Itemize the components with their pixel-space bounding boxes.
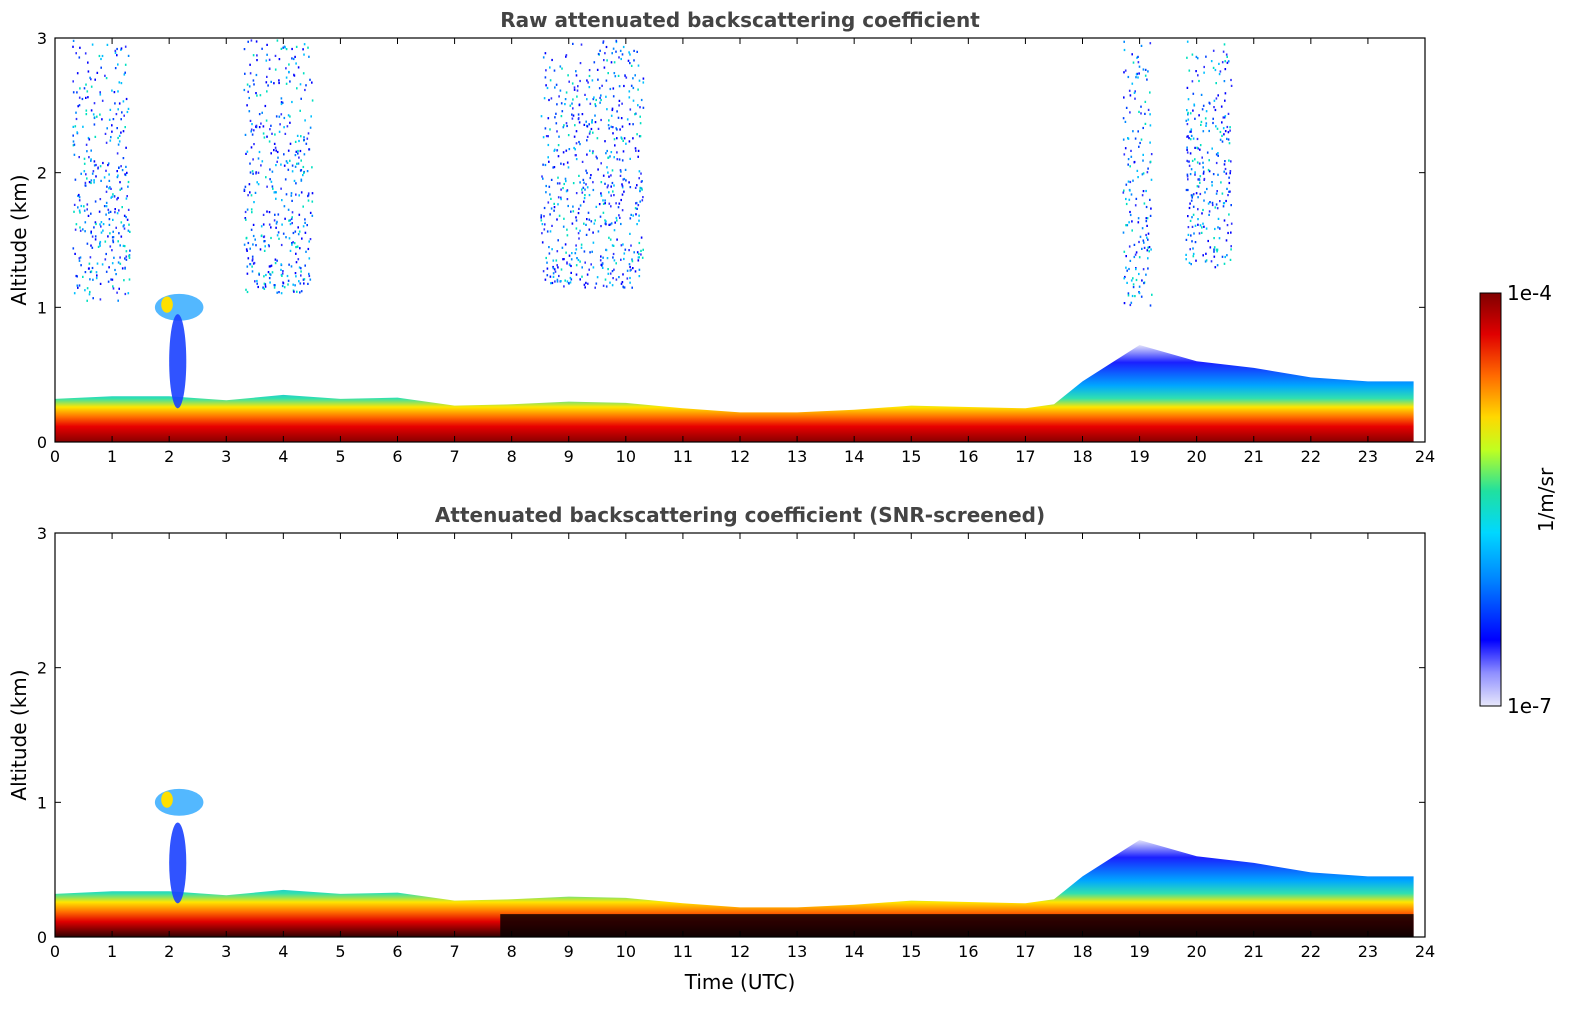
screened-dark-region [500, 914, 1414, 937]
x-tick-label: 20 [1186, 942, 1206, 961]
x-tick-label: 7 [449, 942, 459, 961]
x-tick-label: 15 [901, 942, 921, 961]
x-tick-label: 19 [1129, 942, 1149, 961]
x-tick-label: 19 [1129, 447, 1149, 466]
x-tick-label: 13 [787, 942, 807, 961]
x-tick-label: 2 [164, 942, 174, 961]
x-tick-label: 4 [278, 447, 288, 466]
y-tick-label: 0 [37, 928, 47, 947]
x-tick-label: 8 [507, 447, 517, 466]
x-tick-label: 21 [1244, 942, 1264, 961]
y-axis-ticks: 0 1 2 3 [37, 524, 1425, 947]
boundary-layer-mark [55, 840, 1414, 937]
x-tick-label: 17 [1015, 447, 1035, 466]
x-tick-label: 7 [449, 447, 459, 466]
noise-column-mark [540, 39, 645, 289]
y-tick-label: 1 [37, 298, 47, 317]
x-axis-label: Time (UTC) [684, 970, 796, 994]
x-tick-label: 11 [673, 447, 693, 466]
x-tick-label: 12 [730, 447, 750, 466]
x-tick-label: 24 [1415, 447, 1435, 466]
plot-area [55, 39, 1414, 442]
y-tick-label: 3 [37, 29, 47, 48]
x-tick-label: 16 [958, 447, 978, 466]
x-tick-label: 23 [1358, 447, 1378, 466]
x-tick-label: 0 [50, 447, 60, 466]
x-tick-label: 5 [335, 942, 345, 961]
y-tick-label: 2 [37, 164, 47, 183]
noise-column-mark [1122, 40, 1153, 307]
cloud-core-mark [161, 791, 173, 808]
x-tick-label: 8 [507, 942, 517, 961]
x-tick-label: 9 [564, 942, 574, 961]
cloud-feature-mark [169, 314, 187, 409]
x-tick-label: 21 [1244, 447, 1264, 466]
screened-backscatter-panel: Attenuated backscattering coefficient (S… [7, 503, 1435, 994]
colorbar-unit-label: 1/m/sr [1534, 467, 1558, 532]
noise-column-mark [1185, 40, 1233, 269]
x-tick-label: 22 [1301, 942, 1321, 961]
x-tick-label: 15 [901, 447, 921, 466]
y-axis-ticks: 0 1 2 3 [37, 29, 1425, 452]
x-tick-label: 14 [844, 942, 864, 961]
x-tick-label: 22 [1301, 447, 1321, 466]
colorbar-min-label: 1e-7 [1507, 694, 1552, 718]
x-tick-label: 2 [164, 447, 174, 466]
x-tick-label: 17 [1015, 942, 1035, 961]
x-tick-label: 3 [221, 447, 231, 466]
panel-title: Attenuated backscattering coefficient (S… [435, 503, 1045, 527]
y-tick-label: 2 [37, 659, 47, 678]
x-axis-ticks: 0 1 2 3 4 5 6 7 8 9 10 11 12 13 14 15 16 17 18 19 20 21 22 23 24 [50, 38, 1435, 466]
y-tick-label: 0 [37, 433, 47, 452]
cloud-core-mark [161, 296, 173, 313]
y-tick-label: 1 [37, 793, 47, 812]
x-tick-label: 11 [673, 942, 693, 961]
noise-column-mark [243, 39, 314, 295]
x-tick-label: 16 [958, 942, 978, 961]
x-tick-label: 1 [107, 447, 117, 466]
cloud-feature-mark [169, 822, 187, 904]
x-tick-label: 3 [221, 942, 231, 961]
x-tick-label: 10 [616, 447, 636, 466]
x-tick-label: 23 [1358, 942, 1378, 961]
x-tick-label: 4 [278, 942, 288, 961]
x-tick-label: 6 [392, 447, 402, 466]
x-tick-label: 13 [787, 447, 807, 466]
x-tick-label: 14 [844, 447, 864, 466]
x-tick-label: 9 [564, 447, 574, 466]
x-tick-label: 12 [730, 942, 750, 961]
x-axis-ticks: 0 1 2 3 4 5 6 7 8 9 10 11 12 13 14 15 16 17 18 19 20 21 22 23 24 [50, 533, 1435, 961]
colorbar-max-label: 1e-4 [1507, 281, 1552, 305]
raw-backscatter-panel: Raw attenuated backscattering coefficien… [7, 8, 1435, 466]
panel-title: Raw attenuated backscattering coefficien… [500, 8, 980, 32]
x-tick-label: 20 [1186, 447, 1206, 466]
x-tick-label: 24 [1415, 942, 1435, 961]
colorbar-gradient [1479, 292, 1502, 707]
plot-area [55, 788, 1414, 937]
x-tick-label: 0 [50, 942, 60, 961]
noise-column-mark [72, 39, 131, 302]
boundary-layer-mark [55, 345, 1414, 442]
x-tick-label: 5 [335, 447, 345, 466]
x-tick-label: 10 [616, 942, 636, 961]
x-tick-label: 1 [107, 942, 117, 961]
x-tick-label: 18 [1072, 942, 1092, 961]
y-tick-label: 3 [37, 524, 47, 543]
x-tick-label: 6 [392, 942, 402, 961]
y-axis-label: Altitude (km) [7, 174, 31, 305]
x-tick-label: 18 [1072, 447, 1092, 466]
y-axis-label: Altitude (km) [7, 669, 31, 800]
colorbar: 1e-4 1e-7 1/m/sr [1479, 281, 1558, 718]
